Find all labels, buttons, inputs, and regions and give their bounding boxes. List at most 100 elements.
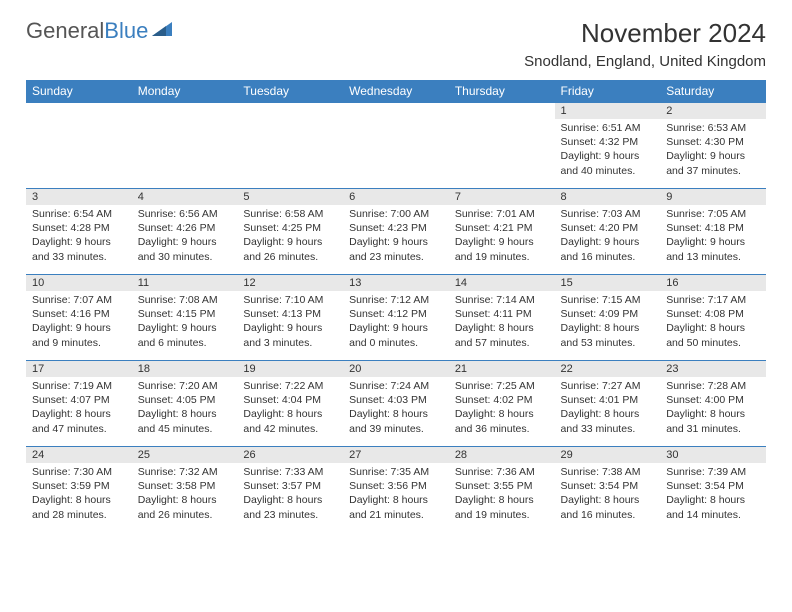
page-title: November 2024: [524, 18, 766, 49]
sunrise-text: Sunrise: 7:24 AM: [349, 379, 443, 393]
sunrise-text: Sunrise: 7:05 AM: [666, 207, 760, 221]
sunrise-text: Sunrise: 7:08 AM: [138, 293, 232, 307]
day-details: Sunrise: 7:39 AMSunset: 3:54 PMDaylight:…: [660, 463, 766, 526]
calendar-day-cell: 11Sunrise: 7:08 AMSunset: 4:15 PMDayligh…: [132, 275, 238, 361]
sunrise-text: Sunrise: 7:27 AM: [561, 379, 655, 393]
daylight-text: Daylight: 8 hours and 26 minutes.: [138, 493, 232, 521]
day-number: 25: [132, 447, 238, 463]
day-details: Sunrise: 7:20 AMSunset: 4:05 PMDaylight:…: [132, 377, 238, 440]
sunrise-text: Sunrise: 6:58 AM: [243, 207, 337, 221]
day-details: Sunrise: 7:22 AMSunset: 4:04 PMDaylight:…: [237, 377, 343, 440]
sunset-text: Sunset: 3:54 PM: [561, 479, 655, 493]
sunset-text: Sunset: 4:01 PM: [561, 393, 655, 407]
day-details: Sunrise: 6:58 AMSunset: 4:25 PMDaylight:…: [237, 205, 343, 268]
day-number: 27: [343, 447, 449, 463]
calendar-day-cell: 29Sunrise: 7:38 AMSunset: 3:54 PMDayligh…: [555, 447, 661, 533]
calendar-day-cell: 2Sunrise: 6:53 AMSunset: 4:30 PMDaylight…: [660, 103, 766, 189]
sunset-text: Sunset: 3:59 PM: [32, 479, 126, 493]
calendar-day-cell: 24Sunrise: 7:30 AMSunset: 3:59 PMDayligh…: [26, 447, 132, 533]
day-details: Sunrise: 6:54 AMSunset: 4:28 PMDaylight:…: [26, 205, 132, 268]
daylight-text: Daylight: 8 hours and 50 minutes.: [666, 321, 760, 349]
sunrise-text: Sunrise: 7:00 AM: [349, 207, 443, 221]
daylight-text: Daylight: 8 hours and 45 minutes.: [138, 407, 232, 435]
day-number: 8: [555, 189, 661, 205]
day-number: 6: [343, 189, 449, 205]
sunset-text: Sunset: 4:11 PM: [455, 307, 549, 321]
sunrise-text: Sunrise: 7:12 AM: [349, 293, 443, 307]
brand-logo: GeneralBlue: [26, 18, 174, 44]
daylight-text: Daylight: 9 hours and 16 minutes.: [561, 235, 655, 263]
sunrise-text: Sunrise: 7:36 AM: [455, 465, 549, 479]
day-number: 4: [132, 189, 238, 205]
day-number: 13: [343, 275, 449, 291]
calendar-body: .....1Sunrise: 6:51 AMSunset: 4:32 PMDay…: [26, 103, 766, 533]
day-details: Sunrise: 7:14 AMSunset: 4:11 PMDaylight:…: [449, 291, 555, 354]
sunrise-text: Sunrise: 7:07 AM: [32, 293, 126, 307]
sunrise-text: Sunrise: 7:39 AM: [666, 465, 760, 479]
calendar-day-cell: .: [237, 103, 343, 189]
sunset-text: Sunset: 4:15 PM: [138, 307, 232, 321]
calendar-day-cell: 22 Sunrise: 7:27 AMSunset: 4:01 PMDayligh…: [555, 361, 661, 447]
calendar-day-cell: 3Sunrise: 6:54 AMSunset: 4:28 PMDaylight…: [26, 189, 132, 275]
calendar-day-cell: 27Sunrise: 7:35 AMSunset: 3:56 PMDayligh…: [343, 447, 449, 533]
weekday-header: Sunday: [26, 80, 132, 103]
sunrise-text: Sunrise: 7:14 AM: [455, 293, 549, 307]
day-details: Sunrise: 7:30 AMSunset: 3:59 PMDaylight:…: [26, 463, 132, 526]
sunrise-text: Sunrise: 7:17 AM: [666, 293, 760, 307]
page-header: GeneralBlue November 2024 Snodland, Engl…: [26, 18, 766, 70]
daylight-text: Daylight: 8 hours and 23 minutes.: [243, 493, 337, 521]
daylight-text: Daylight: 8 hours and 39 minutes.: [349, 407, 443, 435]
daylight-text: Daylight: 8 hours and 31 minutes.: [666, 407, 760, 435]
calendar-day-cell: 28Sunrise: 7:36 AMSunset: 3:55 PMDayligh…: [449, 447, 555, 533]
calendar-day-cell: 21Sunrise: 7:25 AMSunset: 4:02 PMDayligh…: [449, 361, 555, 447]
day-details: Sunrise: 6:51 AMSunset: 4:32 PMDaylight:…: [555, 119, 661, 182]
sunset-text: Sunset: 4:26 PM: [138, 221, 232, 235]
calendar-week-row: 24Sunrise: 7:30 AMSunset: 3:59 PMDayligh…: [26, 447, 766, 533]
day-number: 22: [555, 361, 661, 377]
day-details: Sunrise: 7:24 AMSunset: 4:03 PMDaylight:…: [343, 377, 449, 440]
sunset-text: Sunset: 4:00 PM: [666, 393, 760, 407]
sunrise-text: Sunrise: 7:19 AM: [32, 379, 126, 393]
daylight-text: Daylight: 8 hours and 33 minutes.: [561, 407, 655, 435]
day-number: 16: [660, 275, 766, 291]
sunrise-text: Sunrise: 7:20 AM: [138, 379, 232, 393]
daylight-text: Daylight: 8 hours and 16 minutes.: [561, 493, 655, 521]
sunrise-text: Sunrise: 7:15 AM: [561, 293, 655, 307]
day-number: 5: [237, 189, 343, 205]
sunrise-text: Sunrise: 7:35 AM: [349, 465, 443, 479]
day-number: 17: [26, 361, 132, 377]
calendar-day-cell: 12Sunrise: 7:10 AMSunset: 4:13 PMDayligh…: [237, 275, 343, 361]
sunset-text: Sunset: 4:13 PM: [243, 307, 337, 321]
sunset-text: Sunset: 3:58 PM: [138, 479, 232, 493]
day-number: 10: [26, 275, 132, 291]
calendar-day-cell: 26Sunrise: 7:33 AMSunset: 3:57 PMDayligh…: [237, 447, 343, 533]
day-details: Sunrise: 7:32 AMSunset: 3:58 PMDaylight:…: [132, 463, 238, 526]
sunset-text: Sunset: 4:28 PM: [32, 221, 126, 235]
sunrise-text: Sunrise: 7:03 AM: [561, 207, 655, 221]
calendar-day-cell: .: [449, 103, 555, 189]
calendar-day-cell: 15Sunrise: 7:15 AMSunset: 4:09 PMDayligh…: [555, 275, 661, 361]
calendar-day-cell: 13Sunrise: 7:12 AMSunset: 4:12 PMDayligh…: [343, 275, 449, 361]
calendar-day-cell: 1Sunrise: 6:51 AMSunset: 4:32 PMDaylight…: [555, 103, 661, 189]
day-number: 11: [132, 275, 238, 291]
day-number: 19: [237, 361, 343, 377]
calendar-day-cell: 9Sunrise: 7:05 AMSunset: 4:18 PMDaylight…: [660, 189, 766, 275]
calendar-day-cell: .: [132, 103, 238, 189]
daylight-text: Daylight: 8 hours and 36 minutes.: [455, 407, 549, 435]
day-number: 3: [26, 189, 132, 205]
sunrise-text: Sunrise: 7:10 AM: [243, 293, 337, 307]
sunset-text: Sunset: 4:16 PM: [32, 307, 126, 321]
calendar-day-cell: 25Sunrise: 7:32 AMSunset: 3:58 PMDayligh…: [132, 447, 238, 533]
day-details: Sunrise: 7:35 AMSunset: 3:56 PMDaylight:…: [343, 463, 449, 526]
daylight-text: Daylight: 8 hours and 21 minutes.: [349, 493, 443, 521]
day-details: Sunrise: 6:53 AMSunset: 4:30 PMDaylight:…: [660, 119, 766, 182]
day-details: Sunrise: 7:15 AMSunset: 4:09 PMDaylight:…: [555, 291, 661, 354]
daylight-text: Daylight: 8 hours and 53 minutes.: [561, 321, 655, 349]
weekday-header: Wednesday: [343, 80, 449, 103]
day-details: Sunrise: 6:56 AMSunset: 4:26 PMDaylight:…: [132, 205, 238, 268]
calendar-day-cell: .: [26, 103, 132, 189]
daylight-text: Daylight: 9 hours and 40 minutes.: [561, 149, 655, 177]
sunset-text: Sunset: 4:25 PM: [243, 221, 337, 235]
day-details: Sunrise: 7:33 AMSunset: 3:57 PMDaylight:…: [237, 463, 343, 526]
sunrise-text: Sunrise: 7:25 AM: [455, 379, 549, 393]
